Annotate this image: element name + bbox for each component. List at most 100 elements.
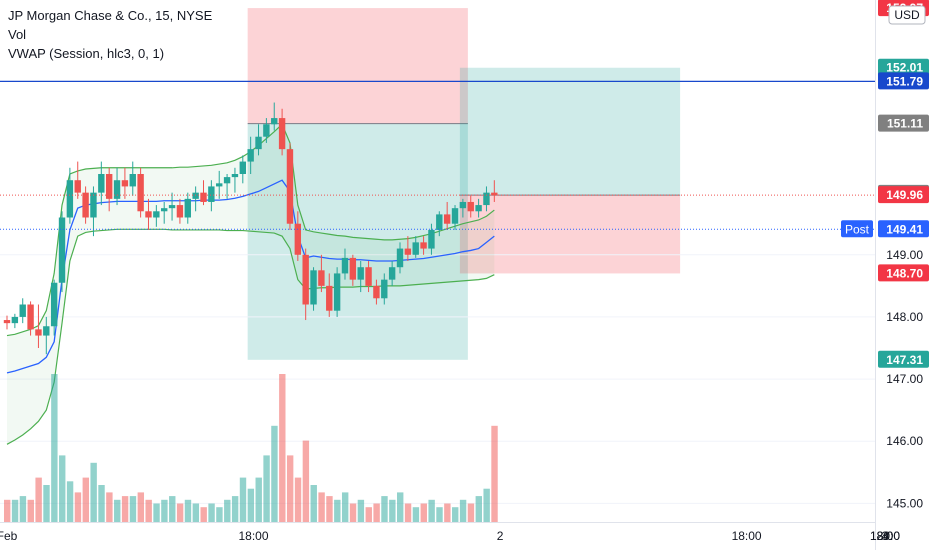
time-tick-label: 20: — [877, 529, 894, 543]
volume-bar — [373, 503, 380, 522]
volume-indicator-label[interactable]: Vol — [8, 27, 27, 42]
volume-bar — [279, 374, 286, 522]
candle-body — [357, 267, 364, 280]
candle-body — [365, 267, 372, 286]
currency-label[interactable]: USD — [894, 8, 920, 22]
volume-bar — [161, 499, 168, 522]
volume-bar — [428, 499, 435, 522]
candle-body — [176, 205, 184, 218]
volume-bar — [349, 503, 357, 522]
volume-bar — [381, 496, 388, 522]
vwap-lower-band-line — [6, 228, 495, 445]
candle-body — [420, 242, 427, 249]
candle-body — [341, 257, 349, 274]
time-tick-label: 18:00 — [870, 529, 900, 543]
time-tick-label: 18:00 — [732, 529, 762, 543]
vwap-band-fill — [7, 124, 495, 445]
price-label: 149.96 — [886, 188, 923, 202]
candle-body — [263, 124, 270, 137]
candle-body — [491, 192, 498, 196]
volume-bar — [239, 477, 247, 522]
candle-body — [90, 192, 97, 218]
volume-bar — [114, 499, 121, 522]
price-axis: 145.00146.00147.00148.00149.00152.97152.… — [841, 0, 932, 550]
candle-body — [3, 320, 11, 324]
volume-bar — [412, 507, 420, 522]
volume-bar — [286, 455, 294, 522]
candle-body — [145, 211, 152, 218]
candle-body — [436, 214, 443, 230]
volume-bar — [491, 425, 498, 522]
post-tag-background — [841, 220, 873, 238]
candle-body — [11, 316, 19, 324]
candle-body — [208, 186, 215, 202]
candle-body — [255, 136, 262, 150]
candle-body — [388, 267, 396, 280]
volume-bar — [145, 499, 152, 522]
symbol-title[interactable]: JP Morgan Chase & Co., 15, NYSE — [8, 8, 213, 23]
price-tick-label: 147.00 — [886, 372, 923, 386]
candle-body — [428, 229, 435, 249]
volume-bar — [169, 496, 176, 522]
price-label-background — [878, 220, 929, 238]
volume-bar — [310, 485, 317, 522]
price-tick-label: 149.00 — [886, 248, 923, 262]
candle-body — [373, 285, 380, 299]
price-tick-label: 148.00 — [886, 310, 923, 324]
time-tick-label: Feb — [0, 529, 18, 543]
price-label-background — [878, 264, 929, 282]
volume-bar — [467, 503, 475, 522]
candle-body — [153, 211, 160, 218]
volume-bar — [137, 492, 145, 522]
candle-body — [216, 183, 223, 187]
volume-bar — [19, 496, 27, 522]
volume-bar — [11, 499, 19, 522]
volume-bar — [66, 481, 74, 522]
price-label: 148.70 — [886, 266, 923, 280]
time-tick-label: 18:00 — [239, 529, 269, 543]
vwap-indicator-label[interactable]: VWAP (Session, hlc3, 0, 1) — [8, 46, 165, 61]
candle-body — [231, 174, 239, 178]
short-position-stop-zone — [247, 8, 468, 124]
volume-bar — [121, 496, 129, 522]
volume-bar — [365, 507, 372, 522]
volume-bar — [90, 462, 97, 522]
volume-bar — [263, 455, 270, 522]
volume-bar — [420, 503, 427, 522]
candle-body — [381, 279, 388, 299]
post-tag-label: Post — [845, 222, 870, 236]
volume-bar — [444, 503, 451, 522]
volume-bars — [4, 374, 498, 522]
candle-body — [58, 217, 66, 283]
price-label-background — [878, 350, 929, 368]
candle-body — [294, 223, 302, 255]
price-tick-label: 145.00 — [886, 496, 923, 510]
volume-bar — [224, 499, 231, 522]
volume-bar — [35, 477, 42, 522]
price-label: 151.79 — [886, 74, 923, 88]
volume-bar — [51, 374, 58, 522]
volume-bar — [247, 488, 255, 522]
position-zones — [247, 8, 681, 360]
volume-bar — [271, 425, 278, 522]
candle-body — [129, 174, 136, 187]
volume-bar — [326, 496, 333, 522]
chart-legend: JP Morgan Chase & Co., 15, NYSE Vol VWAP… — [8, 6, 212, 63]
volume-bar — [192, 503, 200, 522]
price-label-background — [878, 114, 929, 132]
volume-bar — [357, 499, 365, 522]
volume-bar — [334, 499, 341, 522]
price-label-background — [878, 58, 929, 76]
candle-body — [74, 180, 81, 193]
candle-body — [35, 329, 42, 336]
volume-bar — [153, 503, 160, 522]
candle-body — [98, 174, 105, 193]
candle-body — [302, 254, 309, 305]
candle-body — [451, 208, 459, 224]
volume-bar — [98, 485, 105, 522]
price-label: 152.01 — [886, 61, 923, 75]
time-tick-label: 18:00 — [870, 529, 900, 543]
time-tick-label: 4 — [882, 529, 889, 543]
